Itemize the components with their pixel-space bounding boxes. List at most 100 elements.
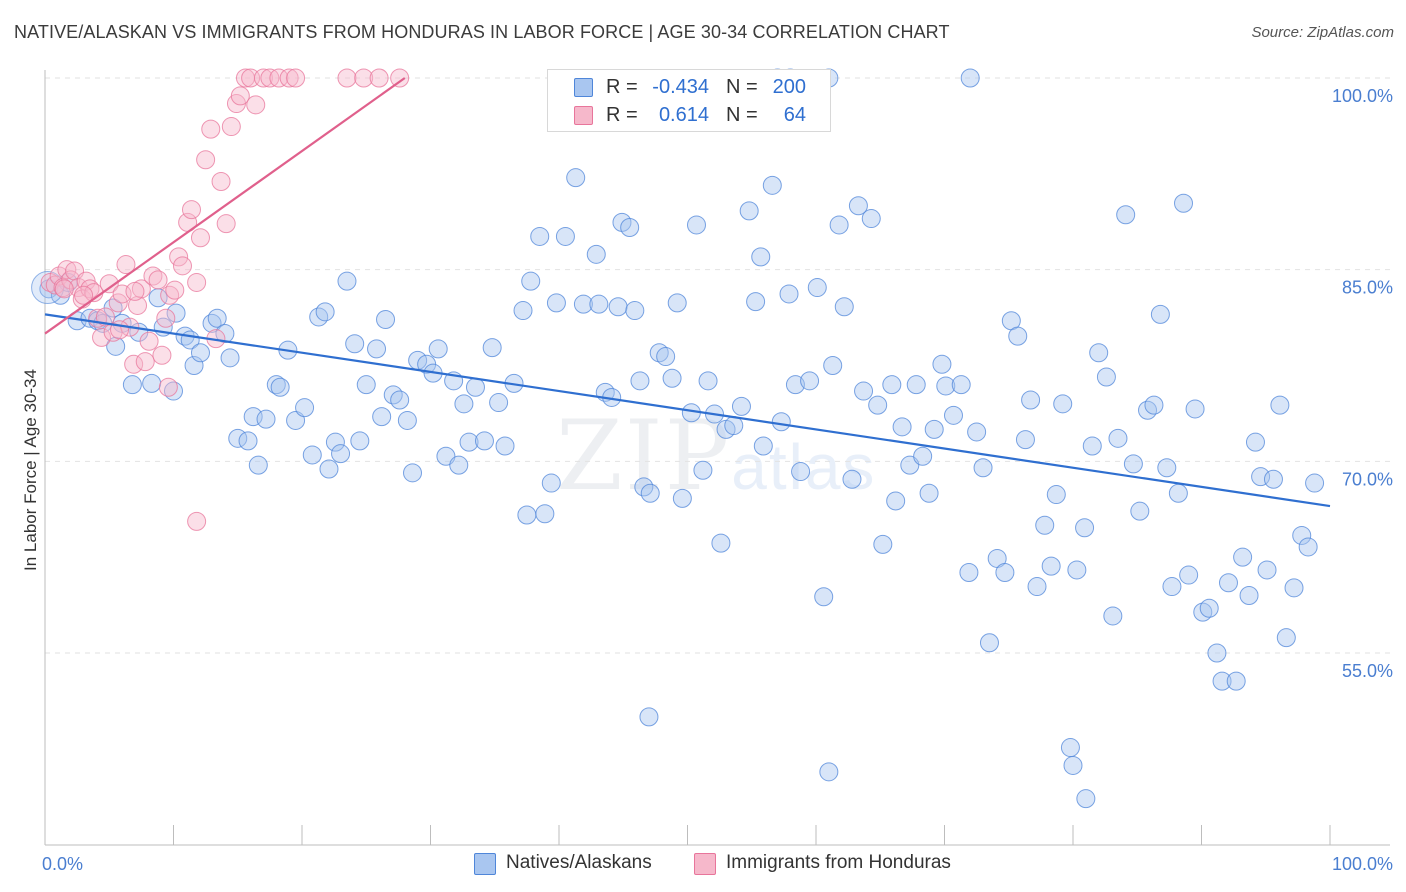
stats-row-honduras: R = 0.614 N = 64 (548, 101, 830, 131)
data-point (1046, 485, 1066, 505)
data-point (139, 331, 159, 351)
data-point (1245, 432, 1265, 452)
data-point (979, 633, 999, 653)
data-point (474, 431, 494, 451)
data-point (892, 417, 912, 437)
data-point (367, 339, 387, 359)
stats-n-value: 200 (772, 76, 806, 98)
data-point (459, 432, 479, 452)
data-point (960, 68, 980, 88)
data-point (148, 270, 168, 290)
source-label: Source: ZipAtlas.com (1251, 24, 1394, 41)
stats-r-label: R = (606, 104, 638, 126)
data-point (608, 297, 628, 317)
data-point (662, 368, 682, 388)
data-point (951, 375, 971, 395)
data-point (187, 511, 207, 531)
data-point (586, 244, 606, 264)
data-point (465, 377, 485, 397)
watermark: ZIPatlas (556, 400, 876, 512)
data-point (573, 294, 593, 314)
data-point (158, 377, 178, 397)
data-point (302, 445, 322, 465)
data-point (698, 371, 718, 391)
data-point (331, 444, 351, 464)
data-point (873, 534, 893, 554)
data-point (1284, 578, 1304, 598)
axes (44, 70, 1390, 846)
data-point (256, 409, 276, 429)
data-point (807, 278, 827, 298)
data-point (270, 377, 290, 397)
data-point (861, 209, 881, 229)
data-point (1207, 643, 1227, 663)
data-point (882, 375, 902, 395)
data-point (541, 473, 561, 493)
data-point (667, 293, 687, 313)
data-point (372, 407, 392, 427)
data-point (125, 281, 145, 301)
data-point (842, 469, 862, 489)
data-point (202, 313, 222, 333)
data-point (1270, 395, 1290, 415)
data-point (1015, 430, 1035, 450)
data-point (187, 272, 207, 292)
data-point (589, 294, 609, 314)
data-point (1060, 738, 1080, 758)
data-point (216, 214, 236, 234)
data-point (936, 376, 956, 396)
data-point (1233, 547, 1253, 567)
trend-line (44, 313, 1331, 508)
y-tick-label: 100.0% (1332, 86, 1393, 106)
data-point (1199, 598, 1219, 618)
data-point (513, 301, 533, 321)
data-point (95, 307, 115, 327)
data-point (211, 172, 231, 191)
data-point (834, 297, 854, 317)
data-point (1076, 789, 1096, 809)
stats-r-value: 0.614 (658, 104, 709, 126)
data-point (403, 463, 423, 483)
data-point (1276, 628, 1296, 648)
data-point (854, 381, 874, 401)
data-point (693, 460, 713, 480)
data-point (354, 68, 374, 88)
data-point (1185, 399, 1205, 419)
series-natives-alaskans (31, 68, 1325, 809)
data-point (640, 483, 660, 503)
data-point (74, 285, 94, 305)
data-point (184, 356, 204, 375)
data-point (521, 271, 541, 291)
data-point (449, 455, 469, 475)
data-point (731, 396, 751, 416)
data-point (1053, 394, 1073, 414)
data-point (656, 347, 676, 367)
data-point (753, 436, 773, 456)
data-point (546, 293, 566, 313)
data-point (932, 354, 952, 374)
data-point (1089, 343, 1109, 363)
data-point (1218, 573, 1238, 593)
data-point (1021, 390, 1041, 410)
data-point (57, 260, 77, 280)
data-point (959, 563, 979, 582)
data-point (172, 256, 192, 276)
data-point (286, 68, 306, 88)
data-point (215, 324, 235, 344)
data-point (190, 228, 210, 248)
data-point (771, 412, 791, 432)
data-point (967, 422, 987, 442)
data-point (517, 505, 537, 525)
data-point (924, 419, 944, 439)
data-point (1041, 556, 1061, 576)
data-point (53, 278, 73, 298)
data-point (164, 381, 183, 401)
data-point (639, 707, 659, 727)
data-point (1226, 671, 1246, 691)
data-point (779, 284, 799, 304)
data-point (848, 196, 868, 216)
data-point (973, 458, 993, 478)
x-tick-label-min: 0.0% (42, 854, 83, 874)
data-point (555, 226, 575, 246)
